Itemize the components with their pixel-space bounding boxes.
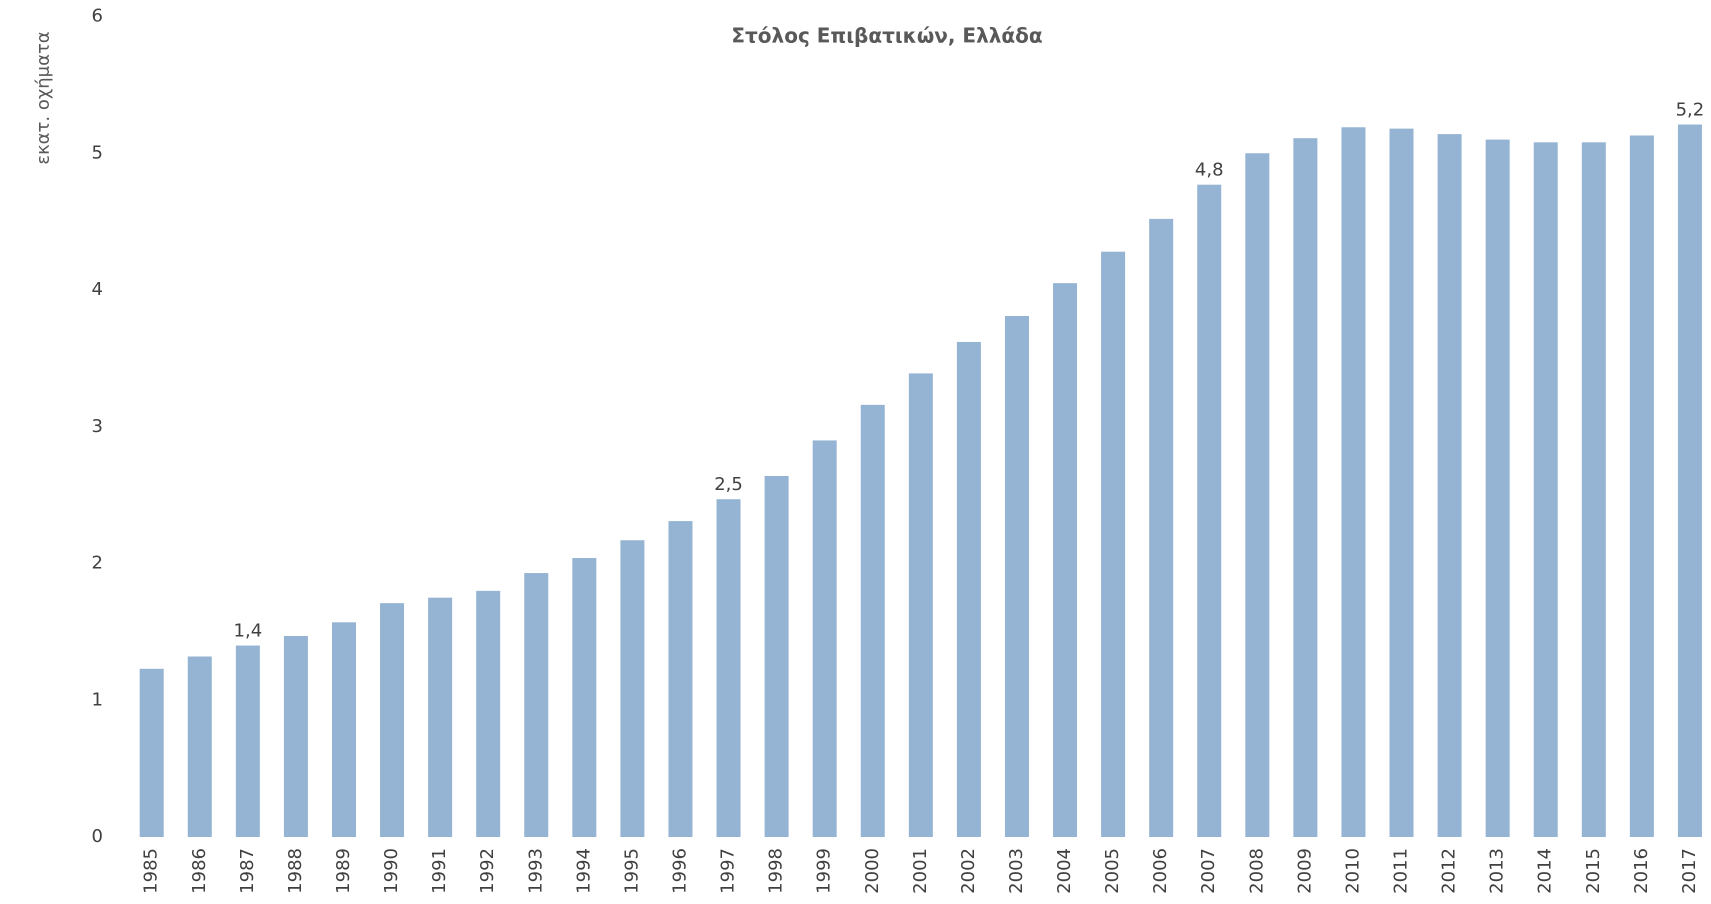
data-label: 5,2 [1676, 100, 1705, 121]
x-tick-label: 2016 [1631, 848, 1652, 894]
x-tick-label: 2011 [1391, 848, 1412, 894]
bar [572, 558, 597, 837]
y-tick-label: 3 [92, 416, 103, 437]
bar [860, 404, 885, 837]
x-tick-label: 1999 [814, 848, 835, 894]
x-tick-label: 1995 [621, 848, 642, 894]
bar [1245, 153, 1270, 837]
bar [1533, 142, 1558, 837]
x-tick-label: 2012 [1439, 848, 1460, 894]
bar [812, 440, 837, 837]
x-tick-label: 2008 [1246, 848, 1267, 894]
bar [1485, 139, 1510, 837]
bar [1389, 128, 1414, 837]
bar [908, 373, 933, 837]
x-tick-label: 1986 [189, 848, 210, 894]
bar [380, 603, 405, 837]
x-tick-label: 1993 [525, 848, 546, 894]
bar [331, 622, 356, 837]
y-tick-label: 5 [92, 142, 103, 163]
bar [1581, 142, 1606, 837]
x-tick-label: 1997 [718, 848, 739, 894]
x-tick-label: 1996 [669, 848, 690, 894]
y-tick-label: 4 [92, 279, 103, 300]
bar [283, 635, 308, 837]
x-tick-label: 1988 [285, 848, 306, 894]
x-tick-label: 1989 [333, 848, 354, 894]
y-tick-label: 6 [92, 6, 103, 27]
data-label: 1,4 [234, 621, 263, 642]
bar [620, 540, 645, 837]
x-tick-label: 2001 [910, 848, 931, 894]
x-tick-label: 1994 [573, 848, 594, 894]
bar [1341, 127, 1366, 837]
x-tick-label: 1990 [381, 848, 402, 894]
bar [1437, 134, 1462, 838]
chart-title: Στόλος Επιβατικών, Ελλάδα [731, 24, 1042, 48]
data-label: 4,8 [1195, 160, 1224, 181]
bar [1149, 218, 1174, 837]
bar [1677, 124, 1702, 838]
y-tick-label: 2 [92, 553, 103, 574]
bar [1293, 138, 1318, 837]
x-tick-label: 2014 [1535, 848, 1556, 894]
x-tick-label: 1985 [141, 848, 162, 894]
bar [1197, 184, 1222, 837]
bar [1053, 283, 1078, 838]
x-tick-label: 2002 [958, 848, 979, 894]
bar [668, 521, 693, 837]
x-tick-label: 1992 [477, 848, 498, 894]
y-tick-label: 1 [92, 689, 103, 710]
bar [956, 341, 981, 837]
y-tick-label: 0 [92, 826, 103, 847]
x-tick-label: 2013 [1487, 848, 1508, 894]
bar [1004, 315, 1029, 837]
x-tick-label: 2010 [1342, 848, 1363, 894]
bar [1629, 135, 1654, 837]
bar [524, 573, 549, 837]
x-tick-label: 1991 [429, 848, 450, 894]
x-tick-label: 2007 [1198, 848, 1219, 894]
x-tick-label: 2000 [862, 848, 883, 894]
bar [716, 499, 741, 837]
bar [139, 668, 164, 837]
bar [476, 590, 501, 837]
data-label: 2,5 [714, 474, 743, 495]
bar [764, 475, 789, 837]
bar [1101, 251, 1126, 837]
x-tick-label: 1998 [766, 848, 787, 894]
bar [187, 656, 212, 837]
bar [428, 597, 453, 837]
x-tick-label: 2004 [1054, 848, 1075, 894]
x-tick-label: 2005 [1102, 848, 1123, 894]
x-tick-label: 2015 [1583, 848, 1604, 894]
bar [235, 645, 260, 837]
x-tick-label: 2003 [1006, 848, 1027, 894]
x-tick-label: 1987 [237, 848, 258, 894]
x-tick-label: 2006 [1150, 848, 1171, 894]
x-tick-label: 2017 [1679, 848, 1700, 894]
x-tick-label: 2009 [1294, 848, 1315, 894]
y-axis-label: εκατ. οχήματα [33, 31, 54, 164]
